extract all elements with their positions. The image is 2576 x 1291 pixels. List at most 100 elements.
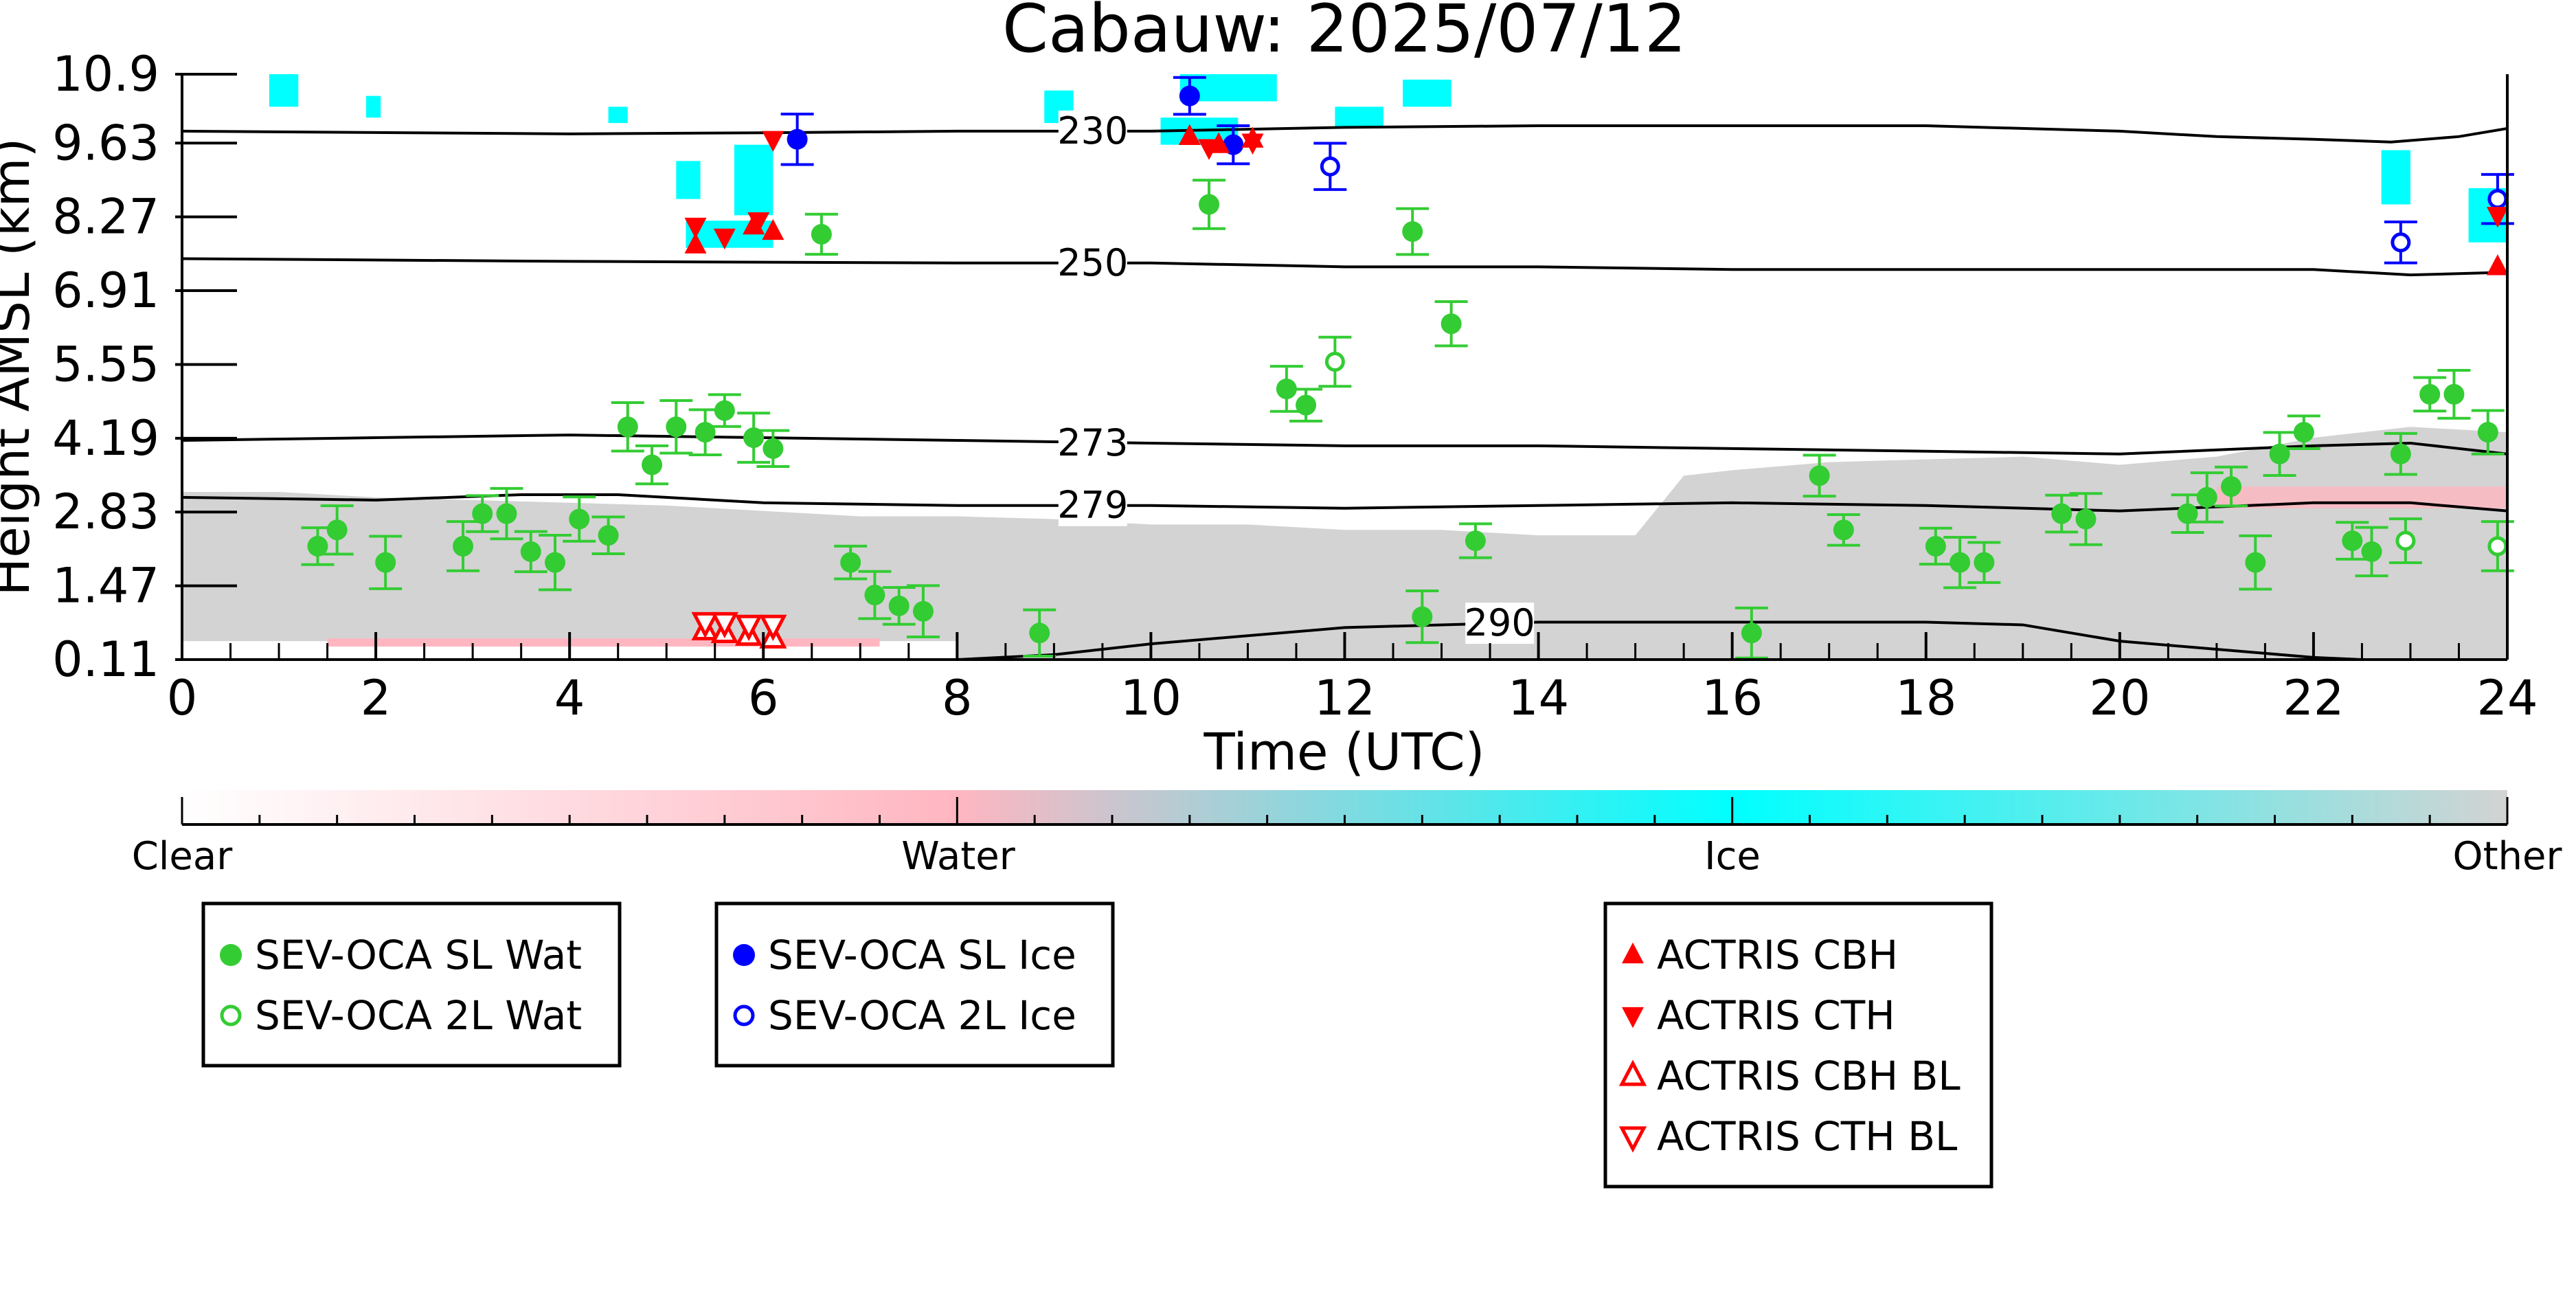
x-tick-label: 0 [167,670,198,726]
contour-label: 250 [1057,241,1128,284]
legend-label: ACTRIS CTH [1657,992,1895,1039]
contour-line [957,620,2362,660]
legend-label: ACTRIS CTH BL [1657,1113,1957,1160]
marker [2391,232,2411,253]
y-tick-label: 4.19 [52,410,159,467]
marker [220,944,242,966]
marker [1029,622,1050,644]
marker [2487,536,2508,557]
marker [733,944,755,966]
marker [733,1004,755,1026]
marker [1465,530,1486,552]
marker [1402,221,1423,242]
ice-cloud-region [1335,106,1383,128]
marker [747,212,770,234]
marker [1296,394,1317,416]
marker [1199,194,1220,215]
marker [520,541,541,562]
marker [2245,552,2266,573]
marker [545,552,566,573]
colorbar-label: Clear [132,834,233,879]
marker [1223,134,1244,155]
contour-label-bg [1465,603,1535,644]
marker [2395,530,2416,551]
legend-label: ACTRIS CBH [1657,932,1898,978]
ice-cloud-region [734,144,773,216]
boundary-layer-water [327,638,880,647]
marker [1241,133,1264,155]
y-tick-label: 2.83 [52,484,159,540]
x-tick-label: 22 [2283,670,2344,726]
marker [2390,443,2411,464]
marker [684,217,707,239]
marker [2486,254,2509,276]
marker [713,228,736,250]
marker [1950,552,1971,573]
colorbar: Clear Water Ice Other [132,790,2563,879]
legend-box: SEV-OCA SL Wat SEV-OCA 2L Wat [201,901,622,1068]
marker [762,438,784,459]
marker [811,223,832,245]
x-tick-label: 24 [2476,670,2538,726]
marker [2196,486,2217,508]
colorbar-label: Water [901,834,1016,879]
contour-line [182,257,2507,277]
colorbar-labels: Clear Water Ice Other [132,834,2563,879]
y-tick-label: 8.27 [52,189,159,245]
marker [714,400,735,421]
ice-cloud-region [676,161,701,199]
colorbar-label: Ice [1704,834,1761,879]
colorbar-ticks [181,797,2509,824]
marker [598,525,619,546]
marker [694,422,716,443]
marker [326,519,348,541]
marker [2269,443,2290,464]
x-ticks: 0 2 4 6 8 10 12 14 16 18 20 22 24 [167,632,2538,726]
legend-box: SEV-OCA SL Ice SEV-OCA 2L Ice [714,901,1115,1068]
series-sev-oca-2l-wat [1318,335,2514,572]
marker [453,535,474,557]
ground-layer-other [182,427,2507,660]
marker [1618,1059,1647,1086]
contour-label-bg [1058,484,1127,526]
x-tick-label: 20 [2089,670,2150,726]
marker [1178,124,1201,145]
contour-label-bg [1058,242,1127,284]
marker [2177,503,2198,524]
marker [759,614,787,642]
marker [1618,1126,1647,1153]
cloud-classification-field [182,74,2507,660]
legend-frame [1603,901,1993,1189]
marker [710,611,738,639]
marker [2487,189,2508,210]
x-tick-label: 2 [361,670,392,726]
marker [1198,139,1221,160]
legend-frame [201,901,622,1068]
y-ticks: 0.11 1.47 2.83 4.19 5.55 6.91 8.27 9.63 10.9 [52,46,237,688]
legend-label: SEV-OCA 2L Ice [768,992,1076,1039]
x-axis-label: Time (UTC) [1203,723,1484,782]
series-actris-cth [684,131,2509,250]
marker [472,503,493,524]
x-tick-label: 12 [1314,670,1375,726]
marker [2051,503,2072,524]
ice-cloud-region [2381,150,2410,205]
marker [840,552,861,573]
marker [2075,508,2097,530]
marker [666,416,687,438]
y-tick-label: 9.63 [52,115,159,171]
marker [2342,530,2363,552]
x-tick-label: 16 [1702,670,1763,726]
marker [762,131,784,152]
contour-label: 273 [1057,421,1128,464]
contour-label: 290 [1465,601,1535,644]
legend-frame [714,901,1115,1068]
temperature-contours: 230 250 273 279 290 [182,109,2507,660]
legends: SEV-OCA SL Wat SEV-OCA 2L Wat SEV-OCA SL I… [201,901,1993,1189]
marker [2477,422,2498,443]
contour-label: 279 [1057,484,1128,527]
y-tick-label: 0.11 [52,631,159,688]
y-tick-label: 6.91 [52,262,159,319]
contour-line [182,124,2507,144]
